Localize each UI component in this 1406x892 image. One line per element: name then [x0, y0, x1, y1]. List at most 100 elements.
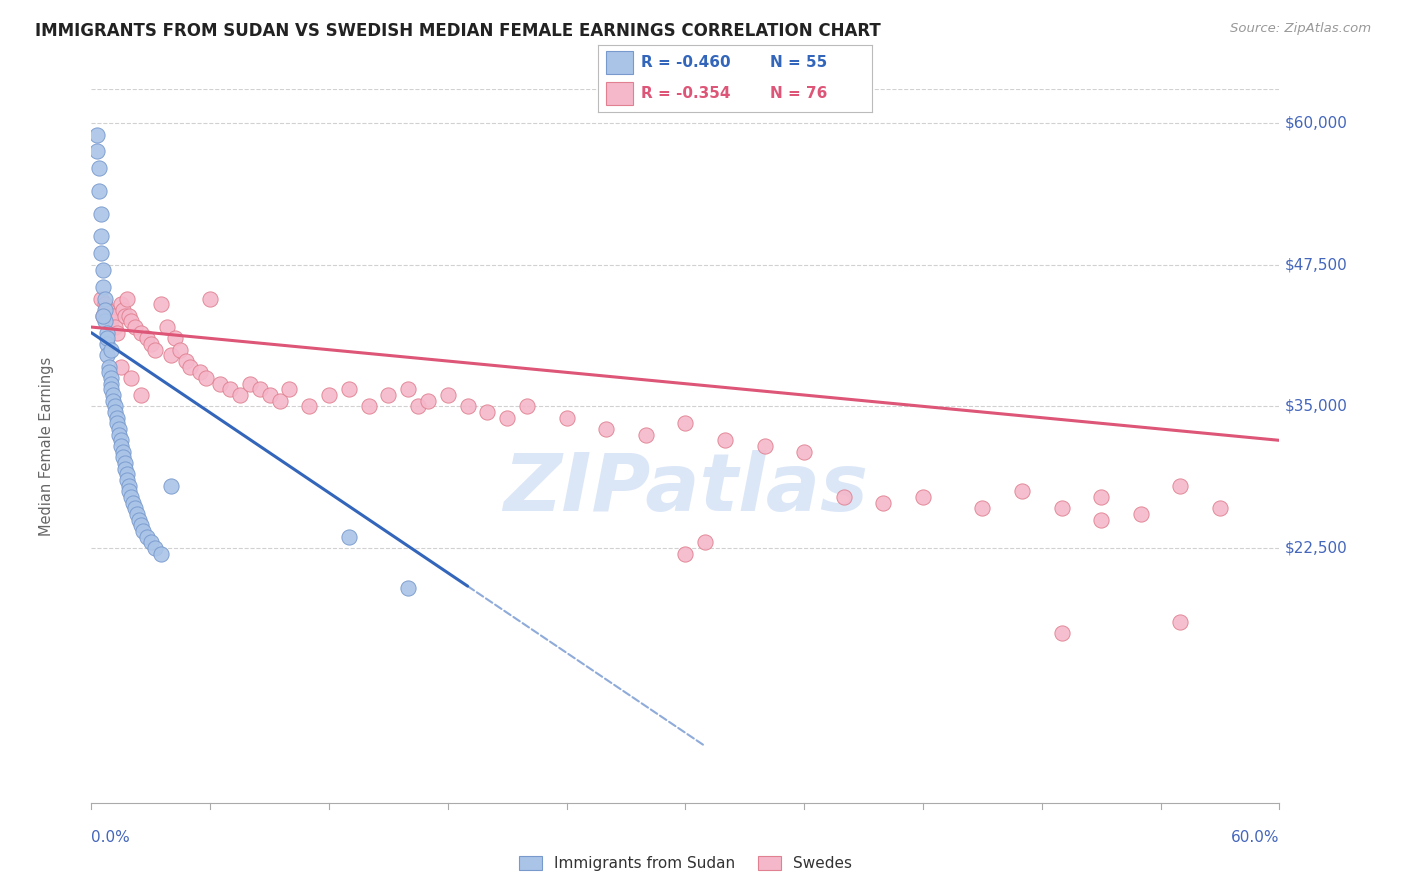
Point [595, 422, 617, 436]
Point [377, 388, 399, 402]
Text: $22,500: $22,500 [1285, 541, 1348, 556]
Text: Source: ZipAtlas.com: Source: ZipAtlas.com [1230, 22, 1371, 36]
Point [634, 427, 657, 442]
Point [832, 490, 855, 504]
Point [259, 388, 281, 402]
Point [135, 331, 157, 345]
Point [695, 535, 717, 549]
Point [200, 292, 222, 306]
Point [673, 547, 696, 561]
Point [100, 343, 122, 357]
Point [120, 314, 142, 328]
Point [229, 388, 252, 402]
Point [754, 439, 776, 453]
Point [94, 292, 117, 306]
Text: 0.0%: 0.0% [91, 830, 131, 845]
Point [269, 393, 291, 408]
Bar [606, 52, 633, 74]
Point [90, 229, 112, 244]
Point [673, 417, 696, 431]
Text: Median Female Earnings: Median Female Earnings [39, 357, 53, 535]
Point [132, 524, 155, 538]
Point [115, 473, 138, 487]
Point [1011, 484, 1033, 499]
Point [100, 376, 122, 391]
Point [249, 383, 271, 397]
Point [555, 410, 578, 425]
Point [96, 303, 118, 318]
Point [86, 128, 108, 142]
Point [1129, 507, 1152, 521]
Point [114, 461, 136, 475]
Point [129, 388, 152, 402]
Point [124, 320, 146, 334]
Point [406, 400, 429, 414]
Point [100, 371, 122, 385]
Point [477, 405, 499, 419]
Point [118, 309, 141, 323]
Point [96, 348, 118, 362]
Point [1090, 513, 1112, 527]
Legend: Immigrants from Sudan, Swedes: Immigrants from Sudan, Swedes [513, 850, 858, 877]
Point [94, 303, 117, 318]
Point [96, 331, 118, 345]
Point [100, 314, 122, 328]
Point [239, 376, 262, 391]
Point [90, 246, 112, 260]
Point [110, 434, 132, 448]
Point [105, 410, 128, 425]
Point [112, 450, 135, 465]
Point [98, 365, 121, 379]
Point [396, 581, 419, 595]
Point [89, 184, 111, 198]
Point [1050, 501, 1073, 516]
Point [108, 422, 131, 436]
Point [209, 376, 232, 391]
Point [139, 337, 162, 351]
Point [101, 309, 124, 323]
Point [114, 456, 136, 470]
Point [159, 348, 181, 362]
Point [1170, 615, 1192, 629]
Point [98, 359, 121, 374]
Point [129, 518, 152, 533]
Point [135, 530, 157, 544]
Point [110, 439, 132, 453]
Point [195, 371, 218, 385]
Point [793, 444, 815, 458]
Point [115, 467, 138, 482]
Point [105, 326, 128, 340]
Point [1209, 501, 1232, 516]
Point [110, 359, 132, 374]
Point [112, 444, 135, 458]
Point [112, 303, 135, 318]
Point [89, 161, 111, 176]
Point [496, 410, 519, 425]
Point [436, 388, 458, 402]
Text: ZIPatlas: ZIPatlas [503, 450, 868, 528]
Point [94, 297, 117, 311]
Point [114, 309, 136, 323]
Point [101, 393, 124, 408]
Point [94, 314, 117, 328]
Text: R = -0.460: R = -0.460 [641, 55, 731, 70]
Point [156, 320, 179, 334]
Point [179, 359, 201, 374]
Point [318, 388, 340, 402]
Point [118, 484, 141, 499]
Point [139, 535, 162, 549]
Point [129, 326, 152, 340]
Point [457, 400, 479, 414]
Point [122, 495, 145, 509]
Point [96, 326, 118, 340]
Point [125, 507, 148, 521]
Point [91, 309, 114, 323]
Point [911, 490, 934, 504]
Point [118, 478, 141, 492]
Point [86, 145, 108, 159]
Point [188, 365, 211, 379]
Text: N = 55: N = 55 [770, 55, 828, 70]
Point [115, 292, 138, 306]
Point [104, 400, 127, 414]
Point [143, 343, 166, 357]
